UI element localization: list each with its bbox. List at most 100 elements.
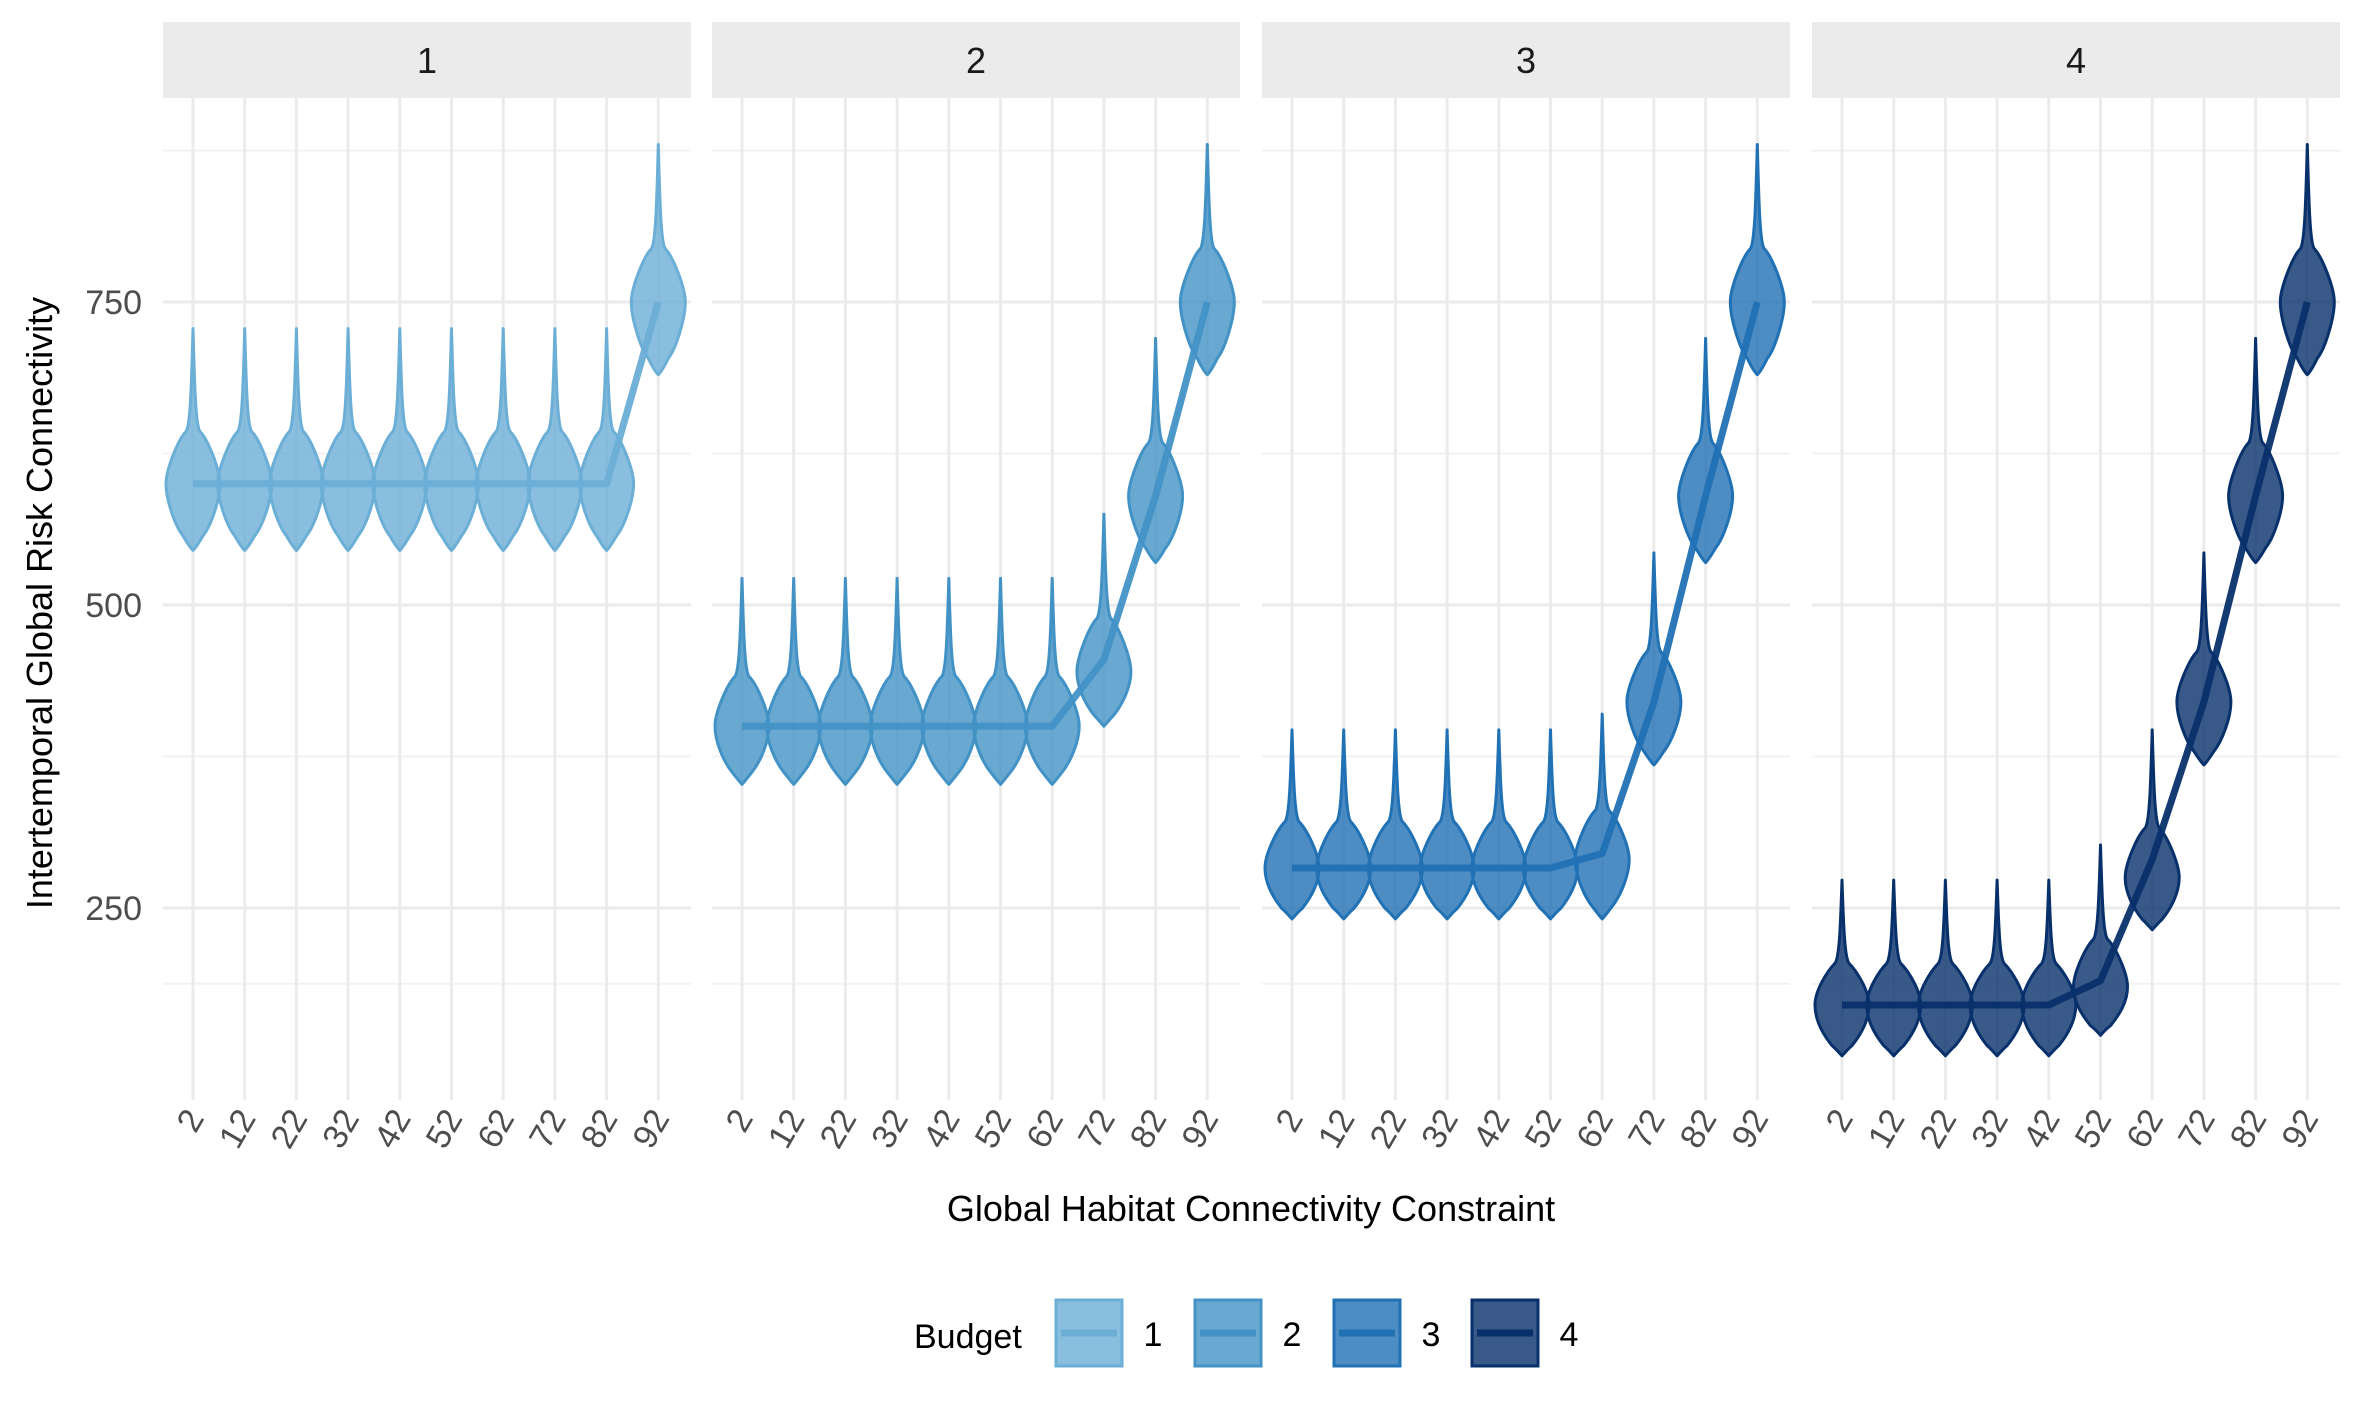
x-tick-label: 92 xyxy=(2274,1103,2326,1155)
x-tick-label: 32 xyxy=(315,1103,367,1155)
violin-12 xyxy=(216,327,274,552)
x-tick-label: 2 xyxy=(1819,1103,1861,1138)
violin-12 xyxy=(1865,878,1923,1058)
x-tick-label: 72 xyxy=(1621,1103,1673,1155)
facet-panel-3: 32 12 22 32 42 52 62 72 82 92 xyxy=(1262,22,1790,1155)
facet-strip-label: 4 xyxy=(2066,40,2086,81)
violin-22 xyxy=(1366,728,1424,921)
violin-62 xyxy=(474,327,532,552)
violin-52 xyxy=(972,576,1029,786)
x-tick-label: 12 xyxy=(1861,1103,1913,1155)
x-tick-label: 82 xyxy=(1123,1103,1175,1155)
legend-label: 1 xyxy=(1144,1316,1163,1354)
x-tick-label: 52 xyxy=(1518,1103,1570,1155)
violin-32 xyxy=(1418,728,1476,921)
x-tick-label: 62 xyxy=(2119,1103,2171,1155)
facet-panel-4: 42 12 22 32 42 52 62 72 82 92 xyxy=(1812,22,2340,1155)
y-axis-title: Intertemporal Global Risk Connectivity xyxy=(19,297,60,909)
violin-92 xyxy=(629,142,687,377)
y-tick-label: 750 xyxy=(85,284,142,322)
x-tick-label: 2 xyxy=(719,1103,761,1138)
x-tick-label: 22 xyxy=(1913,1103,1965,1155)
facet-strip-label: 2 xyxy=(966,40,986,81)
violin-22 xyxy=(267,327,325,552)
facet-strip xyxy=(1812,22,2340,98)
violin-12 xyxy=(765,576,823,786)
violin-22 xyxy=(816,576,874,786)
violin-82 xyxy=(1127,336,1185,565)
violin-2 xyxy=(1263,728,1321,921)
violin-92 xyxy=(1178,142,1236,377)
x-tick-label: 92 xyxy=(625,1103,677,1155)
legend-label: 3 xyxy=(1422,1316,1441,1354)
violin-32 xyxy=(319,327,377,552)
violin-92 xyxy=(1728,142,1786,377)
violin-72 xyxy=(526,327,584,552)
x-tick-label: 2 xyxy=(170,1103,212,1138)
violin-2 xyxy=(164,327,222,552)
legend-item-4: 4 xyxy=(1470,1298,1579,1368)
facet-strip-label: 1 xyxy=(417,40,437,81)
legend-title: Budget xyxy=(914,1318,1022,1356)
legend-item-2: 2 xyxy=(1193,1298,1302,1368)
x-tick-label: 52 xyxy=(968,1103,1020,1155)
median-line xyxy=(1292,301,1761,872)
x-tick-label: 32 xyxy=(1964,1103,2016,1155)
x-tick-label: 62 xyxy=(1019,1103,1071,1155)
x-tick-label: 72 xyxy=(522,1103,574,1155)
violin-42 xyxy=(2020,878,2078,1058)
median-line xyxy=(1842,301,2311,1009)
violin-82 xyxy=(1677,336,1735,565)
facet-strip-label: 3 xyxy=(1516,40,1536,81)
x-tick-label: 82 xyxy=(2223,1103,2275,1155)
violin-62 xyxy=(1573,712,1631,921)
violin-72 xyxy=(2175,551,2233,767)
violin-82 xyxy=(2227,336,2285,565)
facet-strip xyxy=(163,22,691,98)
x-tick-label: 52 xyxy=(419,1103,471,1155)
x-tick-label: 82 xyxy=(1673,1103,1725,1155)
x-tick-label: 52 xyxy=(2068,1103,2120,1155)
legend-item-3: 3 xyxy=(1332,1298,1441,1368)
facet-panel-1: 1 250 500 750 2 12 22 32 42 52 62 72 82 92 xyxy=(85,22,691,1155)
facet-panel-2: 22 12 22 32 42 52 62 72 82 92 xyxy=(712,22,1240,1155)
x-tick-label: 12 xyxy=(212,1103,264,1155)
legend-label: 4 xyxy=(1560,1316,1579,1354)
violin-62 xyxy=(1023,576,1081,786)
violin-12 xyxy=(1315,728,1373,921)
x-tick-label: 62 xyxy=(470,1103,522,1155)
legend-label: 2 xyxy=(1283,1316,1302,1354)
violin-42 xyxy=(920,576,978,786)
y-tick-label: 500 xyxy=(85,587,142,625)
violin-92 xyxy=(2278,142,2336,377)
violin-22 xyxy=(1916,878,1974,1058)
legend-item-1: 1 xyxy=(1054,1298,1163,1368)
violin-52 xyxy=(1522,728,1579,921)
x-tick-label: 82 xyxy=(574,1103,626,1155)
x-tick-label: 32 xyxy=(864,1103,916,1155)
violin-2 xyxy=(713,576,771,786)
x-tick-label: 32 xyxy=(1414,1103,1466,1155)
x-tick-label: 2 xyxy=(1269,1103,1311,1138)
x-axis-title: Global Habitat Connectivity Constraint xyxy=(947,1188,1555,1229)
facet-strip xyxy=(712,22,1240,98)
y-tick-label: 250 xyxy=(85,890,142,928)
x-tick-label: 12 xyxy=(761,1103,813,1155)
x-tick-label: 72 xyxy=(1071,1103,1123,1155)
legend: 1 2 3 4 xyxy=(1054,1298,1579,1368)
x-tick-label: 92 xyxy=(1724,1103,1776,1155)
x-tick-label: 42 xyxy=(367,1103,419,1155)
violin-72 xyxy=(1075,512,1133,728)
median-line xyxy=(193,301,662,488)
x-tick-label: 22 xyxy=(813,1103,865,1155)
facet-strip xyxy=(1262,22,1790,98)
x-tick-label: 22 xyxy=(264,1103,316,1155)
violin-82 xyxy=(578,327,636,552)
violin-42 xyxy=(371,327,429,552)
x-tick-label: 42 xyxy=(916,1103,968,1155)
x-tick-label: 62 xyxy=(1569,1103,1621,1155)
violin-32 xyxy=(1968,878,2026,1058)
violin-52 xyxy=(423,327,480,552)
